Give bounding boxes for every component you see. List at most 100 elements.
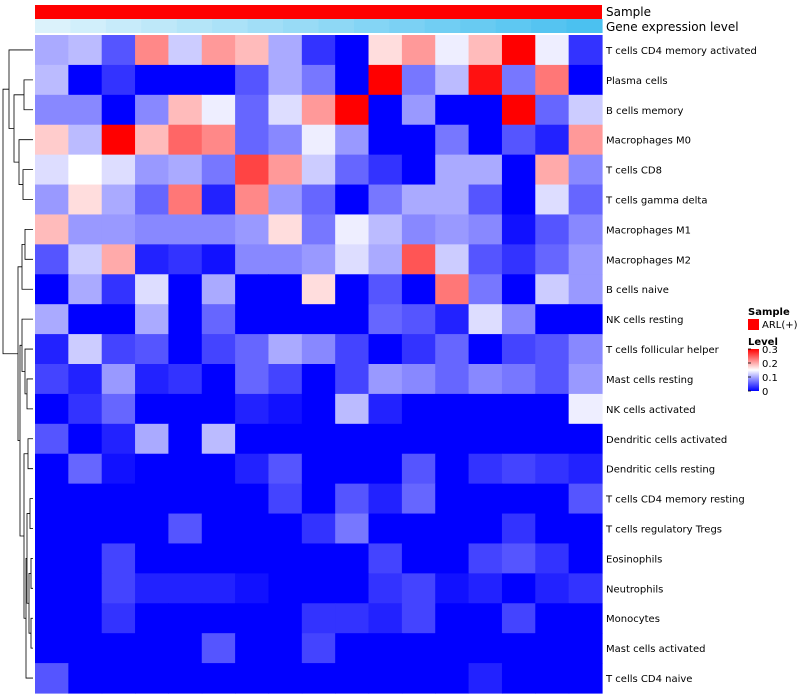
row-label: Macrophages M1 <box>606 225 691 236</box>
heatmap-cell <box>268 453 303 485</box>
heatmap-cell <box>335 453 370 485</box>
heatmap-cell <box>135 184 170 216</box>
heatmap-cell <box>301 214 336 245</box>
heatmap-cell <box>501 483 536 515</box>
heatmap-cell <box>401 573 436 604</box>
heatmap-cell <box>535 423 570 455</box>
heatmap-cell <box>35 453 69 485</box>
heatmap-cell <box>168 124 203 156</box>
heatmap-cell <box>301 304 336 335</box>
heatmap-cell <box>135 603 170 634</box>
heatmap-cell <box>135 453 170 485</box>
heatmap-cell <box>401 423 436 455</box>
dendrogram-branch <box>21 243 33 290</box>
heatmap-cell <box>201 64 236 96</box>
heatmap-cell <box>468 35 503 66</box>
heatmap-cell <box>68 603 103 634</box>
heatmap-cell <box>435 274 470 305</box>
heatmap-cell <box>501 573 536 604</box>
heatmap-cell <box>168 543 203 574</box>
heatmap-cell <box>435 543 470 574</box>
heatmap-cell <box>468 304 503 335</box>
heatmap-cell <box>501 334 536 365</box>
heatmap-cell <box>568 543 603 574</box>
annotation-gene-level-cell <box>389 19 426 33</box>
heatmap-cell <box>101 513 136 545</box>
heatmap-cell <box>68 35 103 66</box>
heatmap-cell <box>135 154 170 186</box>
heatmap-cell <box>68 244 103 275</box>
heatmap-cell <box>435 334 470 365</box>
heatmap-cell <box>235 543 270 574</box>
dendrogram-branch <box>18 139 33 185</box>
heatmap-cell <box>135 513 170 545</box>
heatmap-cell <box>435 304 470 335</box>
heatmap-cell <box>335 64 370 96</box>
heatmap-cell <box>468 393 503 425</box>
heatmap-cell <box>301 184 336 216</box>
heatmap-cell <box>535 304 570 335</box>
heatmap-cell <box>401 543 436 574</box>
heatmap-cell <box>568 393 603 425</box>
heatmap-cell <box>501 184 536 216</box>
heatmap-cell <box>168 304 203 335</box>
heatmap-cell <box>235 274 270 305</box>
heatmap-cell <box>35 184 69 216</box>
heatmap-cell <box>268 483 303 515</box>
heatmap-cell <box>435 364 470 395</box>
heatmap-cell <box>335 483 370 515</box>
heatmap-cell <box>68 334 103 365</box>
heatmap-cell <box>468 244 503 275</box>
annotation-sample-bar <box>35 5 602 19</box>
heatmap-cell <box>401 124 436 156</box>
heatmap-cell <box>301 94 336 126</box>
heatmap-cell <box>535 453 570 485</box>
heatmap-cell <box>268 64 303 96</box>
heatmap-cell <box>568 214 603 245</box>
heatmap-cell <box>401 364 436 395</box>
heatmap-cell <box>568 513 603 545</box>
heatmap-cell <box>201 453 236 485</box>
heatmap-cell <box>201 184 236 216</box>
heatmap-cell <box>135 274 170 305</box>
heatmap-cell <box>435 124 470 156</box>
annotation-gene-level-cell <box>35 19 72 33</box>
heatmap-cell <box>301 423 336 455</box>
heatmap-cell <box>301 453 336 485</box>
heatmap-cell <box>568 184 603 216</box>
heatmap-cell <box>368 244 403 275</box>
annotation-gene-level-cell <box>247 19 284 33</box>
heatmap-cell <box>501 453 536 485</box>
heatmap-cell <box>168 274 203 305</box>
heatmap-cell <box>535 663 570 694</box>
heatmap-cell <box>268 184 303 216</box>
heatmap-cell <box>535 573 570 604</box>
heatmap-cell <box>335 35 370 66</box>
heatmap-cell <box>35 124 69 156</box>
heatmap-cell <box>201 393 236 425</box>
heatmap-cell <box>201 124 236 156</box>
row-label: T cells gamma delta <box>605 196 707 207</box>
heatmap-cell <box>401 513 436 545</box>
heatmap-cell <box>368 334 403 365</box>
heatmap-cell <box>435 184 470 216</box>
heatmap-cell <box>535 124 570 156</box>
heatmap-cell <box>235 334 270 365</box>
heatmap-cell <box>435 573 470 604</box>
heatmap-cell <box>201 214 236 245</box>
heatmap-cell <box>268 663 303 694</box>
heatmap-cell <box>35 364 69 395</box>
heatmap-cell <box>168 513 203 545</box>
heatmap-cell <box>335 334 370 365</box>
heatmap-cell <box>335 603 370 634</box>
dendrogram-branch <box>24 348 33 395</box>
heatmap-cell <box>435 393 470 425</box>
heatmap-cell <box>568 483 603 515</box>
heatmap-cell <box>468 184 503 216</box>
annotation-label-sample: Sample <box>606 5 651 19</box>
heatmap-cell <box>335 184 370 216</box>
heatmap-cell <box>368 423 403 455</box>
heatmap-cell <box>435 483 470 515</box>
heatmap-cell <box>535 393 570 425</box>
heatmap-cell <box>468 154 503 186</box>
